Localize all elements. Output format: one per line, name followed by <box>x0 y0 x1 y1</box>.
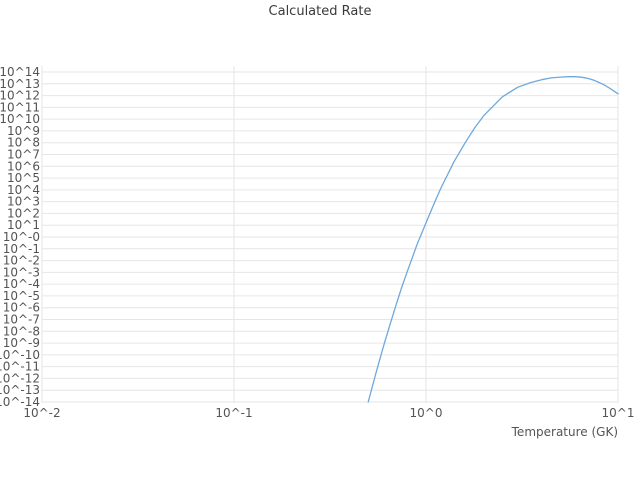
x-tick-label: 10^1 <box>602 406 635 420</box>
y-tick-label: 10^-4 <box>3 277 40 291</box>
y-tick-label: 10^-2 <box>3 254 40 268</box>
y-tick-label: 10^-8 <box>3 324 40 338</box>
y-tick-label: 10^-7 <box>3 313 40 327</box>
y-tick-label: 10^-14 <box>0 395 40 409</box>
chart-title: Calculated Rate <box>268 4 372 19</box>
y-tick-label: 10^12 <box>0 89 40 103</box>
y-tick-label: 10^-3 <box>3 265 40 279</box>
y-tick-label: 10^10 <box>0 112 40 126</box>
y-tick-label: 10^-13 <box>0 383 40 397</box>
y-tick-label: 10^7 <box>7 148 40 162</box>
y-tick-label: 10^-11 <box>0 360 40 374</box>
y-tick-label: 10^-12 <box>0 371 40 385</box>
y-tick-label: 10^-6 <box>3 301 40 315</box>
x-axis-label: Temperature (GK) <box>511 425 618 439</box>
y-tick-label: 10^2 <box>7 206 40 220</box>
y-tick-label: 10^11 <box>0 100 40 114</box>
y-tick-label: 10^4 <box>7 183 40 197</box>
y-tick-label: 10^8 <box>7 136 40 150</box>
y-tick-label: 10^13 <box>0 77 40 91</box>
y-tick-label: 10^3 <box>7 195 40 209</box>
y-tick-label: 10^-10 <box>0 348 40 362</box>
y-tick-label: 10^-5 <box>3 289 40 303</box>
y-tick-label: 10^5 <box>7 171 40 185</box>
y-tick-label: 10^6 <box>7 159 40 173</box>
y-tick-label: 10^14 <box>0 65 40 79</box>
y-tick-label: 10^-1 <box>3 242 40 256</box>
y-tick-label: 10^9 <box>7 124 40 138</box>
y-tick-label: 10^1 <box>7 218 40 232</box>
y-tick-label: 10^-0 <box>3 230 40 244</box>
series-line <box>367 76 619 403</box>
x-tick-label: 10^-1 <box>215 406 252 420</box>
y-tick-label: 10^-9 <box>3 336 40 350</box>
x-tick-label: 10^-2 <box>23 406 60 420</box>
x-tick-label: 10^0 <box>410 406 443 420</box>
